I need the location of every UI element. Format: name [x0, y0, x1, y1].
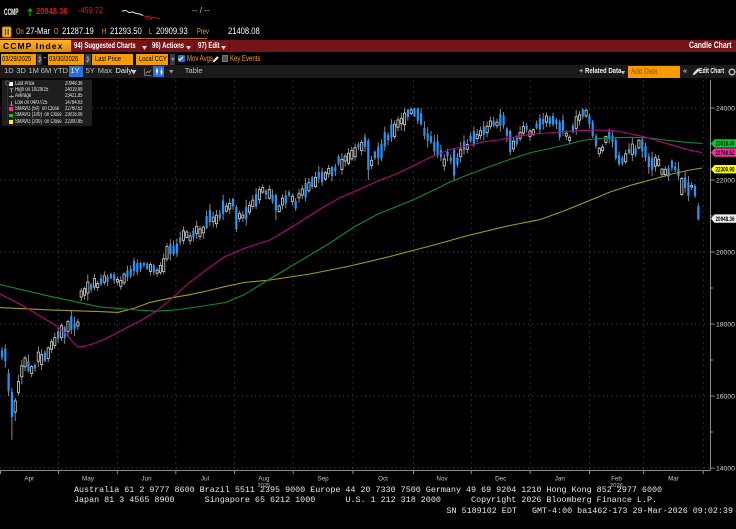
- svg-text:Sep: Sep: [317, 475, 329, 482]
- svg-text:Apr: Apr: [24, 475, 34, 482]
- svg-text:14000: 14000: [716, 465, 735, 472]
- svg-text:Nov: Nov: [436, 475, 448, 482]
- svg-text:Jul: Jul: [201, 475, 209, 482]
- svg-text:Feb: Feb: [611, 475, 622, 482]
- svg-text:22300.95: 22300.95: [716, 167, 735, 174]
- svg-text:Oct: Oct: [378, 475, 388, 482]
- svg-text:20948.36: 20948.36: [716, 216, 735, 223]
- svg-text:Jan: Jan: [555, 475, 566, 482]
- svg-text:16000: 16000: [716, 393, 735, 400]
- svg-text:20000: 20000: [716, 249, 735, 256]
- svg-text:May: May: [82, 475, 95, 482]
- svg-text:23016.06: 23016.06: [716, 141, 735, 148]
- svg-text:18000: 18000: [716, 321, 735, 328]
- svg-text:22760.52: 22760.52: [716, 150, 735, 157]
- svg-text:2026: 2026: [610, 483, 623, 489]
- svg-text:Dec: Dec: [495, 475, 506, 482]
- svg-text:Mar: Mar: [668, 475, 679, 482]
- svg-text:Jun: Jun: [141, 475, 152, 482]
- svg-text:Aug: Aug: [258, 475, 270, 482]
- svg-text:2025: 2025: [257, 483, 270, 489]
- svg-text:24000: 24000: [716, 105, 735, 112]
- svg-text:22000: 22000: [716, 177, 735, 184]
